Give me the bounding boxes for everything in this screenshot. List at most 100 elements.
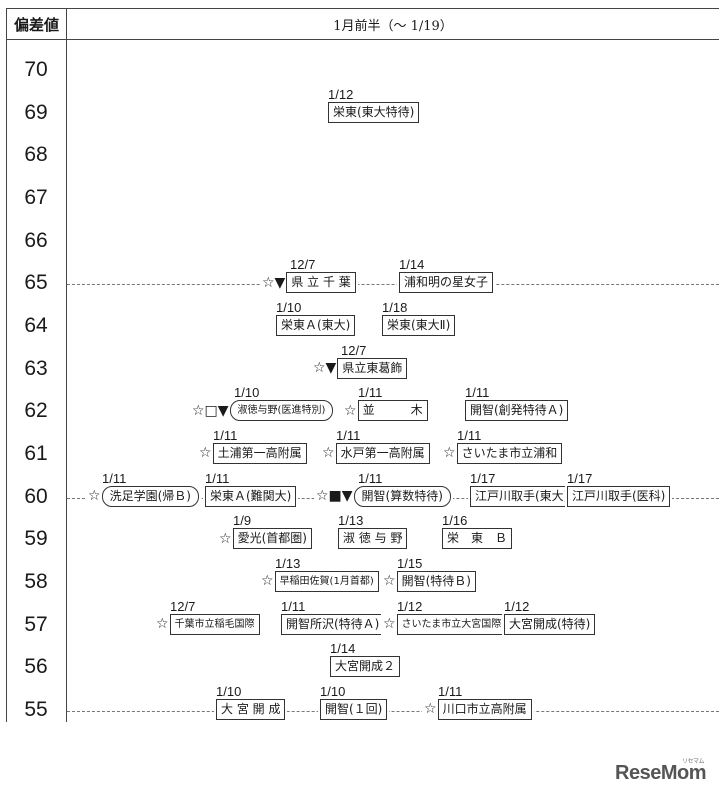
exam-date: 1/10 bbox=[276, 299, 302, 315]
entry-body: ☆ さいたま市立大宮国際 bbox=[381, 613, 509, 635]
exam-marks: ☆ bbox=[383, 616, 396, 633]
score-label-68: 68 bbox=[24, 143, 48, 167]
entry-body: 大宮開成２ bbox=[328, 656, 403, 678]
exam-marks: ☆ bbox=[322, 445, 335, 462]
school-name-box: 川口市立高附属 bbox=[437, 698, 532, 720]
school-entry: 1/11 ☆ さいたま市立浦和 bbox=[441, 427, 565, 464]
exam-date: 1/10 bbox=[216, 683, 242, 699]
resemom-logo: ReseMom リセマム bbox=[615, 759, 706, 785]
entry-body: ☆ 千葉市立稲毛国際 bbox=[154, 613, 262, 635]
school-entry: 1/14 浦和明の星女子 bbox=[397, 257, 496, 294]
school-name-box: 早稲田佐賀(1月首都) bbox=[274, 570, 379, 592]
school-entry: 1/10 大 宮 開 成 bbox=[214, 683, 288, 720]
exam-date: 1/10 bbox=[320, 683, 346, 699]
school-entry: 1/11 ☆ 土浦第一高附属 bbox=[197, 428, 309, 464]
exam-date: 1/11 bbox=[457, 427, 482, 443]
school-name-box: 栄東(東大特待) bbox=[328, 101, 420, 123]
school-name-box: 洗足学園(帰Ｂ) bbox=[101, 485, 199, 507]
entry-body: 開智(１回) bbox=[318, 698, 390, 720]
entry-body: ☆ さいたま市立浦和 bbox=[441, 442, 565, 464]
school-entry: 12/7 ☆▼ 県立東葛飾 bbox=[311, 342, 410, 379]
entry-body: 江戸川取手(東大) bbox=[468, 485, 576, 507]
exam-marks: ☆ bbox=[383, 573, 396, 590]
school-name-box: さいたま市立浦和 bbox=[456, 442, 563, 464]
dashed-guide-65 bbox=[67, 284, 719, 286]
exam-marks: ☆▼ bbox=[313, 360, 337, 377]
school-name-box: 水戸第一高附属 bbox=[335, 442, 430, 464]
exam-date: 12/7 bbox=[170, 598, 196, 614]
exam-date: 1/9 bbox=[233, 513, 252, 529]
exam-marks: ☆■▼ bbox=[316, 488, 353, 505]
header-bottom-border bbox=[6, 39, 719, 40]
left-border bbox=[6, 8, 7, 722]
school-entry: 1/10 開智(１回) bbox=[318, 683, 390, 720]
score-label-67: 67 bbox=[24, 185, 48, 209]
score-label-57: 57 bbox=[24, 612, 48, 636]
school-name-box: 淑徳与野(医進特別) bbox=[229, 400, 334, 422]
school-name-box: 開智(特待Ｂ) bbox=[396, 570, 476, 592]
school-name-box: 土浦第一高附属 bbox=[212, 442, 307, 464]
exam-date: 1/11 bbox=[102, 470, 127, 486]
entry-body: 大宮開成(特待) bbox=[502, 613, 598, 635]
entry-body: ☆ 開智(特待Ｂ) bbox=[381, 570, 478, 592]
exam-date: 1/18 bbox=[382, 299, 408, 315]
exam-marks: ☆ bbox=[443, 445, 456, 462]
school-name-box: 大宮開成２ bbox=[330, 656, 401, 678]
school-entry: 1/12 栄東(東大特待) bbox=[326, 86, 422, 123]
exam-date: 1/17 bbox=[567, 470, 593, 486]
school-entry: 1/12 ☆ さいたま市立大宮国際 bbox=[381, 598, 509, 635]
entry-body: 栄東(東大Ⅱ) bbox=[380, 314, 458, 336]
school-entry: 1/16 栄 東 Ｂ bbox=[440, 514, 515, 550]
school-name-box: 栄東Ａ(東大) bbox=[276, 314, 356, 336]
exam-marks: ☆ bbox=[88, 488, 101, 505]
exam-date: 12/7 bbox=[341, 342, 367, 358]
exam-marks: ☆ bbox=[219, 530, 232, 547]
entry-body: 浦和明の星女子 bbox=[397, 272, 496, 294]
score-label-60: 60 bbox=[24, 484, 48, 508]
exam-date: 1/11 bbox=[438, 683, 463, 699]
school-name-box: 大宮開成(特待) bbox=[504, 613, 596, 635]
school-entry: 12/7 ☆ 千葉市立稲毛国際 bbox=[154, 598, 262, 635]
school-name-box: さいたま市立大宮国際 bbox=[396, 613, 507, 635]
school-name-box: 栄東(東大Ⅱ) bbox=[382, 314, 456, 336]
exam-date: 1/10 bbox=[234, 385, 260, 401]
school-entry: 1/11 開智所沢(特待Ａ) bbox=[279, 598, 387, 635]
school-entry: 1/10 ☆□▼ 淑徳与野(医進特別) bbox=[190, 385, 336, 422]
entry-body: ☆ 土浦第一高附属 bbox=[197, 442, 309, 464]
entry-body: ☆▼ 県立東葛飾 bbox=[311, 357, 410, 379]
school-name-box: 淑 徳 与 野 bbox=[338, 528, 408, 550]
exam-date: 1/11 bbox=[358, 385, 383, 401]
entry-body: 栄東Ａ(東大) bbox=[274, 314, 358, 336]
entry-body: 栄東(東大特待) bbox=[326, 101, 422, 123]
school-entry: 12/7 ☆▼ 県 立 千 葉 bbox=[260, 258, 358, 294]
exam-marks: ☆ bbox=[156, 616, 169, 633]
exam-date: 1/11 bbox=[281, 598, 306, 614]
school-entry: 1/15 ☆ 開智(特待Ｂ) bbox=[381, 555, 478, 592]
exam-marks: ☆ bbox=[199, 445, 212, 462]
score-label-55: 55 bbox=[24, 697, 48, 721]
score-label-63: 63 bbox=[24, 356, 48, 380]
score-label-59: 59 bbox=[24, 527, 48, 551]
school-name-box: 開智所沢(特待Ａ) bbox=[281, 613, 385, 635]
school-name-box: 江戸川取手(医科) bbox=[567, 485, 671, 507]
school-entry: 1/11 ☆ 水戸第一高附属 bbox=[320, 428, 432, 464]
school-name-box: 県 立 千 葉 bbox=[286, 272, 356, 294]
exam-date: 1/12 bbox=[397, 598, 423, 614]
exam-date: 1/14 bbox=[399, 257, 425, 273]
logo-text: ReseMom bbox=[615, 762, 706, 784]
score-label-65: 65 bbox=[24, 271, 48, 295]
school-entry: 1/11 ☆ 川口市立高附属 bbox=[422, 683, 534, 720]
school-name-box: 栄東Ａ(難関大) bbox=[205, 485, 297, 507]
exam-date: 1/15 bbox=[397, 555, 423, 571]
school-name-box: 県立東葛飾 bbox=[337, 357, 408, 379]
school-entry: 1/11 ☆ 洗足学園(帰Ｂ) bbox=[86, 470, 201, 507]
score-label-58: 58 bbox=[24, 569, 48, 593]
score-label-69: 69 bbox=[24, 100, 48, 124]
score-label-64: 64 bbox=[24, 313, 48, 337]
header-score-label: 偏差値 bbox=[13, 15, 59, 34]
exam-date: 1/11 bbox=[465, 385, 490, 401]
entry-body: ☆ 早稲田佐賀(1月首都) bbox=[259, 570, 381, 592]
top-border bbox=[6, 8, 719, 9]
exam-date: 1/12 bbox=[328, 86, 354, 102]
school-entry: 1/17 江戸川取手(東大) bbox=[468, 471, 576, 507]
